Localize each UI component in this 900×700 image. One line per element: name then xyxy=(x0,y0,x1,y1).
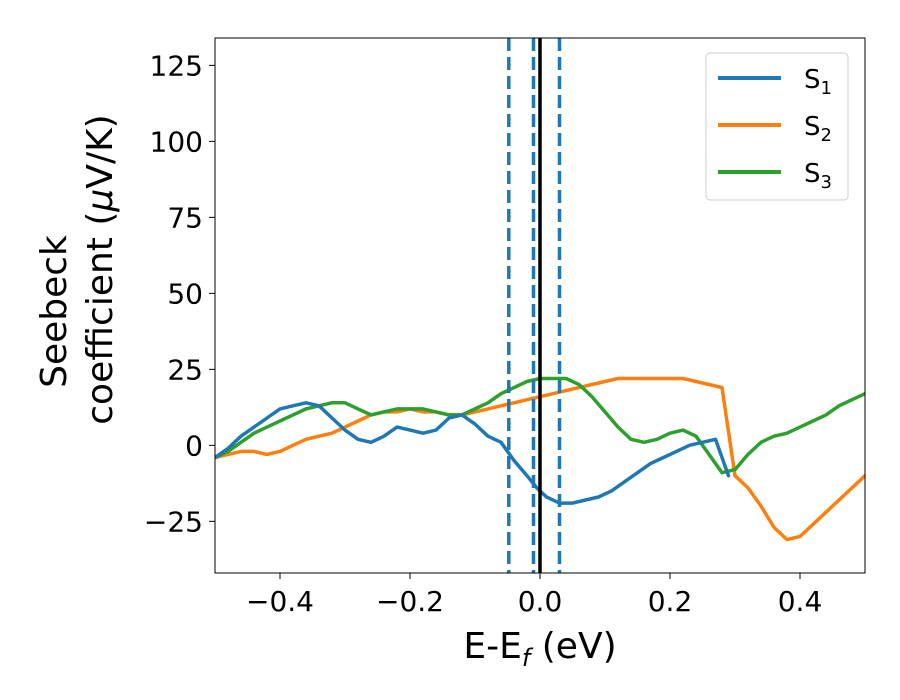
x-tick-label: −0.2 xyxy=(376,585,444,618)
x-tick-label: −0.4 xyxy=(246,585,314,618)
x-axis-label: E-Ef (eV) xyxy=(463,626,616,672)
y-tick-label: 0 xyxy=(185,429,203,462)
y-tick-label: 50 xyxy=(167,277,203,310)
y-axis-label-line2-post: V/K) xyxy=(80,114,121,188)
legend: S1 S2 S3 xyxy=(705,52,849,201)
x-axis-ticks: −0.4 −0.2 0.0 0.2 0.4 xyxy=(246,573,822,618)
vline-layer xyxy=(507,38,562,573)
y-axis-label-line1: Seebeck xyxy=(34,235,75,388)
y-tick-label: −25 xyxy=(144,505,203,538)
legend-label-s3: S3 xyxy=(804,159,832,193)
x-tick-label: 0.2 xyxy=(648,585,693,618)
x-tick-label: 0.0 xyxy=(518,585,563,618)
y-tick-label: 125 xyxy=(150,49,203,82)
x-axis-label-rest: (eV) xyxy=(530,626,616,667)
legend-label-s1: S1 xyxy=(804,65,832,99)
series-line-s1 xyxy=(215,401,731,505)
y-tick-label: 100 xyxy=(150,125,203,158)
y-axis-label-mu: μ xyxy=(80,189,121,213)
y-tick-label: 75 xyxy=(167,201,203,234)
y-axis-label-line2: coefficient (μV/K) xyxy=(80,114,121,424)
y-axis-ticks: −25 0 25 50 75 100 125 xyxy=(144,49,215,538)
x-tick-label: 0.4 xyxy=(778,585,823,618)
y-axis-label-line2-pre: coefficient ( xyxy=(80,212,121,425)
legend-label-s2: S2 xyxy=(804,112,832,146)
y-tick-label: 25 xyxy=(167,353,203,386)
y-axis-label: Seebeck coefficient (μV/K) xyxy=(34,114,121,424)
x-axis-label-base: E-E xyxy=(463,626,521,667)
